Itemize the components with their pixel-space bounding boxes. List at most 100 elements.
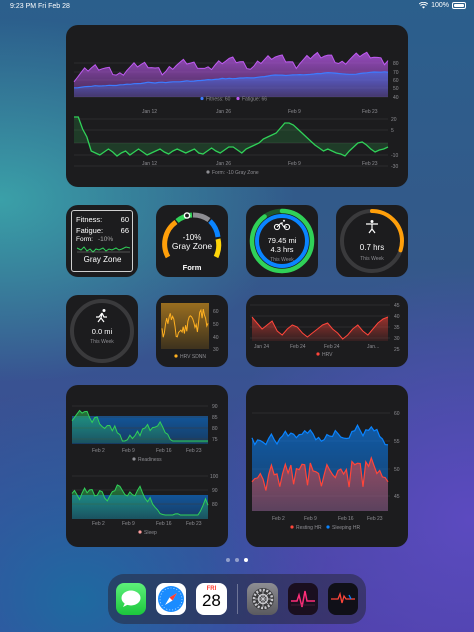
cycling-week-widget[interactable]: 79.45 mi 4.3 hrs This Week [246,205,318,277]
gauge-indicator [183,212,191,219]
activity-hours-widget[interactable]: 0.7 hrs This Week [336,205,408,277]
x-tick-label: Jan 26 [216,161,231,167]
sleep-line [71,484,209,516]
y-tick-label: 55 [394,439,400,445]
fitness-summary-widget[interactable]: Fitness: 60 Fatigue: 66 Form: -10% Gray … [66,205,138,277]
y-tick-label: 90 [212,404,218,410]
y-tick-label: 50 [213,322,219,328]
y-tick-label: -30 [391,164,398,170]
y-tick-label: 80 [212,502,218,508]
x-tick-label: Feb 2 [92,521,105,527]
x-tick-label: Jan 26 [216,109,231,115]
x-tick-label: Feb 9 [288,161,301,167]
x-tick-label: Feb 23 [186,521,202,527]
form-series-area [74,117,388,156]
hrv-legend: HRV [322,352,333,358]
x-tick-label: Feb 16 [338,516,354,522]
running-distance: 0.0 mi [92,327,113,336]
running-week-widget[interactable]: 0.0 mi This Week [66,295,138,367]
fitness-fatigue-x-axis: Jan 12 Jan 26 Feb 9 Feb 23 [142,109,378,115]
x-tick-label: Feb 9 [304,516,317,522]
y-tick-label: 45 [394,303,400,309]
hrv-sdnn-line [161,308,209,338]
fitness-form-widget[interactable]: 80 70 60 50 40 Jan 12 Jan 26 Feb 9 Feb 2… [66,25,408,187]
y-tick-label: 80 [212,426,218,432]
calendar-icon[interactable]: FRI 28 [196,583,227,615]
form-row: Form: -10% [76,236,129,244]
outer-ring-progress [249,208,315,274]
sleep-legend: Sleep [144,530,157,536]
summary-card: Fitness: 60 Fatigue: 66 Form: -10% Gray … [71,210,133,272]
status-right: 100% [419,2,466,9]
settings-icon[interactable] [247,583,278,615]
x-tick-label: Feb 23 [186,448,202,454]
x-tick-label: Feb 9 [122,521,135,527]
page-dot-active[interactable] [244,558,248,562]
form-legend: Form: -10 Gray Zone [206,170,259,176]
fitness-fatigue-legend: Fitness: 60 Fatigue: 66 [200,97,267,103]
readiness-sleep-widget[interactable]: 90 85 80 75 Feb 2 Feb 9 Feb 16 Feb 23 Re… [66,385,228,547]
y-tick-label: -10 [391,153,398,159]
status-time: 9:23 PM [10,3,37,10]
x-tick-label: Feb 24 [324,344,340,350]
wifi-icon [419,2,429,9]
fitness-fatigue-y-axis: 80 70 60 50 40 [393,61,399,101]
x-tick-label: Feb 9 [288,109,301,115]
form-series-line [74,116,389,157]
inner-ring [255,214,309,268]
y-tick-label: 50 [394,467,400,473]
hrv-widget[interactable]: 45 40 35 30 25 Jan 24 Feb 24 Feb 24 Jan.… [246,295,408,367]
heart-rate-widget[interactable]: 60 55 50 45 Feb 2 Feb 9 Feb 16 Feb 23 Re… [246,385,408,547]
legend-dot [138,530,142,534]
x-tick-label: Feb 16 [156,448,172,454]
fatigue-row: Fatigue: 66 [76,225,129,236]
resting-hr-line [251,456,389,491]
page-indicator[interactable] [0,558,474,562]
fatigue-value: 66 [120,226,129,235]
form-gauge-title: Form [183,263,202,272]
x-tick-label: Feb 16 [156,521,172,527]
calendar-date: 28 [201,591,221,610]
x-tick-label: Feb 24 [290,344,306,350]
ring-progress [340,209,404,273]
form-value: -10% [97,236,114,243]
y-tick-label: 90 [212,488,218,494]
battery-percent: 100% [431,2,449,9]
safari-icon[interactable] [156,583,187,615]
x-tick-label: Feb 2 [92,448,105,454]
form-label: Form: [76,236,93,243]
gauge-segment-gray [192,212,211,223]
y-tick-label: 40 [213,335,219,341]
sleep-area [72,484,208,519]
page-dot[interactable] [235,558,239,562]
fatigue-legend-dot [236,96,240,101]
form-y-axis: 20 5 -10 -30 [391,117,398,170]
y-tick-label: 40 [394,314,400,320]
y-tick-label: 50 [393,86,399,92]
hrv-sdnn-chart: 60 50 40 30 HRV SDNN [161,303,219,360]
cycling-icon [273,219,291,231]
cycling-duration: 4.3 hrs [271,245,294,254]
y-tick-label: 70 [393,70,399,76]
fitness-row: Fitness: 60 [76,214,129,225]
form-gauge-widget[interactable]: -10% Gray Zone Form [156,205,228,277]
dock-separator [236,584,238,614]
x-tick-label: Jan... [367,344,379,350]
y-tick-label: 75 [212,437,218,443]
messages-icon[interactable] [116,583,147,615]
y-tick-label: 30 [213,347,219,353]
fitness-series-area [74,71,388,97]
y-tick-label: 60 [393,78,399,84]
fatigue-label: Fatigue: [76,226,104,235]
fitness-fatigue-chart: 80 70 60 50 40 Jan 12 Jan 26 Feb 9 Feb 2… [73,51,399,176]
ecg-app-icon[interactable] [327,583,358,615]
sleeping-hr-line [251,423,389,446]
page-dot[interactable] [226,558,230,562]
hrv-sdnn-widget[interactable]: 60 50 40 30 HRV SDNN [156,295,228,367]
heart-rate-app-icon[interactable] [287,583,318,615]
legend-dot [316,352,320,356]
y-tick-label: 80 [393,61,399,67]
fitness-label: Fitness: [76,215,103,224]
legend-dot [132,457,136,461]
hrv-area [252,317,388,341]
